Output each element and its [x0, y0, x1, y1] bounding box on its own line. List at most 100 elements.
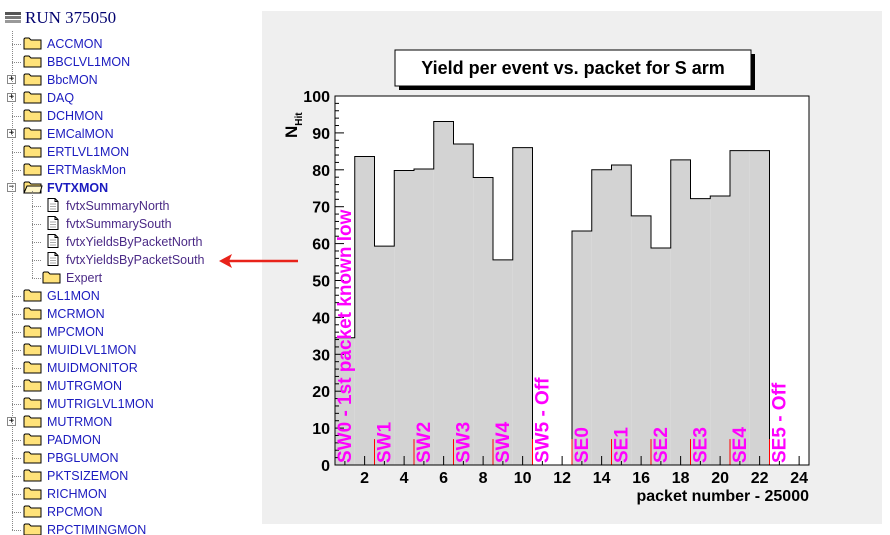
tree-item-label: DAQ — [47, 91, 75, 105]
folder-icon — [23, 396, 47, 413]
tree-item-label: ERTMaskMon — [47, 163, 126, 177]
tree-connector — [12, 350, 21, 351]
tree-item-rpcmon[interactable]: RPCMON — [0, 503, 103, 521]
folder-icon — [23, 378, 47, 395]
tree-item-padmon[interactable]: PADMON — [0, 431, 101, 449]
tree-item-mcrmon[interactable]: MCRMON — [0, 305, 105, 323]
tree-item-mpcmon[interactable]: MPCMON — [0, 323, 104, 341]
folder-icon — [23, 108, 47, 125]
tree-item-label: GL1MON — [47, 289, 100, 303]
y-tick-label: 90 — [312, 126, 330, 143]
tree-item-ertlvl1mon[interactable]: ERTLVL1MON — [0, 143, 129, 161]
tree-item-label: MUTRIGLVL1MON — [47, 397, 154, 411]
tree-item-richmon[interactable]: RICHMON — [0, 485, 107, 503]
x-tick-label: 2 — [360, 470, 369, 487]
tree-item-fvtxmon[interactable]: − FVTXMON — [0, 179, 108, 197]
y-tick-label: 50 — [312, 274, 330, 291]
tree-item-label: PADMON — [47, 433, 101, 447]
tree-item-label: RICHMON — [47, 487, 107, 501]
tree-item-mutriglvl1mon[interactable]: MUTRIGLVL1MON — [0, 395, 154, 413]
tree-root-run[interactable]: RUN 375050 — [4, 8, 116, 28]
run-tree: RUN 375050 ACCMON BBCLVL1MON + BbcMON + DA… — [0, 0, 255, 535]
tree-item-ertmaskmon[interactable]: ERTMaskMon — [0, 161, 126, 179]
tree-connector — [12, 332, 21, 333]
tree-item-daq[interactable]: + DAQ — [0, 89, 74, 107]
x-tick-label: 12 — [553, 470, 571, 487]
tree-connector — [32, 260, 41, 261]
expand-toggle-icon[interactable]: + — [7, 92, 16, 102]
y-tick-label: 40 — [312, 310, 330, 327]
y-axis-title: NHit — [282, 112, 305, 138]
sector-label: SE1 — [611, 427, 632, 463]
tree-item-label: PBGLUMON — [47, 451, 119, 465]
document-icon — [42, 251, 66, 269]
tree-item-label: PKTSIZEMON — [47, 469, 129, 483]
histogram-bar — [651, 248, 671, 465]
tree-connector — [32, 206, 41, 207]
tree-child-expert[interactable]: Expert — [0, 269, 102, 287]
tree-child-label: fvtxSummaryNorth — [66, 199, 170, 213]
sector-label: SE3 — [690, 427, 711, 463]
tree-connector — [12, 62, 21, 63]
histogram-bar — [433, 121, 454, 465]
tree-item-accmon[interactable]: ACCMON — [0, 35, 103, 53]
folder-icon — [23, 90, 47, 107]
expand-toggle-icon[interactable]: + — [7, 416, 16, 426]
histogram-bar — [414, 169, 434, 465]
y-tick-label: 60 — [312, 237, 330, 254]
tree-connector — [32, 224, 41, 225]
tree-item-gl1mon[interactable]: GL1MON — [0, 287, 100, 305]
tree-connector — [12, 440, 21, 441]
tree-item-muidmonitor[interactable]: MUIDMONITOR — [0, 359, 138, 377]
tree-item-label: EMCalMON — [47, 127, 114, 141]
tree-item-label: BBCLVL1MON — [47, 55, 131, 69]
histogram-bar — [453, 143, 474, 465]
tree-item-muidlvl1mon[interactable]: MUIDLVL1MON — [0, 341, 136, 359]
chart-title: Yield per event vs. packet for S arm — [421, 58, 724, 78]
x-tick-label: 14 — [593, 470, 611, 487]
y-tick-label: 30 — [312, 347, 330, 364]
histogram-bar — [591, 169, 612, 466]
folder-open-icon — [23, 180, 47, 197]
tree-connector — [12, 404, 21, 405]
histogram-bar — [394, 170, 414, 465]
tree-item-label: MUTRMON — [47, 415, 113, 429]
expand-toggle-icon[interactable]: + — [7, 74, 16, 84]
tree-child-fvtxsummarynorth[interactable]: fvtxSummaryNorth — [0, 197, 170, 215]
sector-label: SW3 — [453, 422, 474, 463]
sector-label: SE5 - Off — [769, 382, 790, 463]
expand-toggle-icon[interactable]: + — [7, 128, 16, 138]
tree-item-pktsizemon[interactable]: PKTSIZEMON — [0, 467, 128, 485]
expand-toggle-icon[interactable]: − — [7, 182, 16, 192]
tree-item-bbclvl1mon[interactable]: BBCLVL1MON — [0, 53, 130, 71]
folder-icon — [23, 468, 47, 485]
tree-item-rpctimingmon[interactable]: RPCTIMINGMON — [0, 521, 146, 535]
tree-item-label: MUIDLVL1MON — [47, 343, 137, 357]
tree-item-emcalmon[interactable]: + EMCalMON — [0, 125, 114, 143]
tree-item-mutrgmon[interactable]: MUTRGMON — [0, 377, 122, 395]
y-axis-title-main: N — [282, 126, 301, 138]
tree-connector — [12, 314, 21, 315]
histogram-bar — [730, 150, 750, 465]
histogram-bar — [572, 231, 592, 465]
sector-label: SW1 — [374, 421, 395, 463]
y-tick-label: 10 — [312, 421, 330, 438]
tree-child-fvtxsummarysouth[interactable]: fvtxSummarySouth — [0, 215, 172, 233]
tree-item-dchmon[interactable]: DCHMON — [0, 107, 103, 125]
tree-item-mutrmon[interactable]: + MUTRMON — [0, 413, 112, 431]
tree-item-bbcmon[interactable]: + BbcMON — [0, 71, 98, 89]
histogram-bar — [690, 198, 711, 465]
sector-label: SE0 — [572, 427, 593, 463]
x-tick-label: 6 — [439, 470, 448, 487]
folder-icon — [23, 36, 47, 53]
plot-panel: 0 10 20 30 40 50 60 70 80 90 100 2 4 6 8 10 12 14 16 18 20 22… — [262, 11, 882, 524]
tree-child-label: fvtxYieldsByPacketNorth — [66, 235, 203, 249]
y-tick-label: 0 — [321, 458, 330, 475]
histogram-bar — [611, 165, 632, 466]
folder-icon — [23, 72, 47, 89]
tree-item-pbglumon[interactable]: PBGLUMON — [0, 449, 119, 467]
tree-child-fvtxyieldsbypacketsouth[interactable]: fvtxYieldsByPacketSouth — [0, 251, 205, 269]
folder-icon — [23, 126, 47, 143]
tree-child-fvtxyieldsbypacketnorth[interactable]: fvtxYieldsByPacketNorth — [0, 233, 202, 251]
